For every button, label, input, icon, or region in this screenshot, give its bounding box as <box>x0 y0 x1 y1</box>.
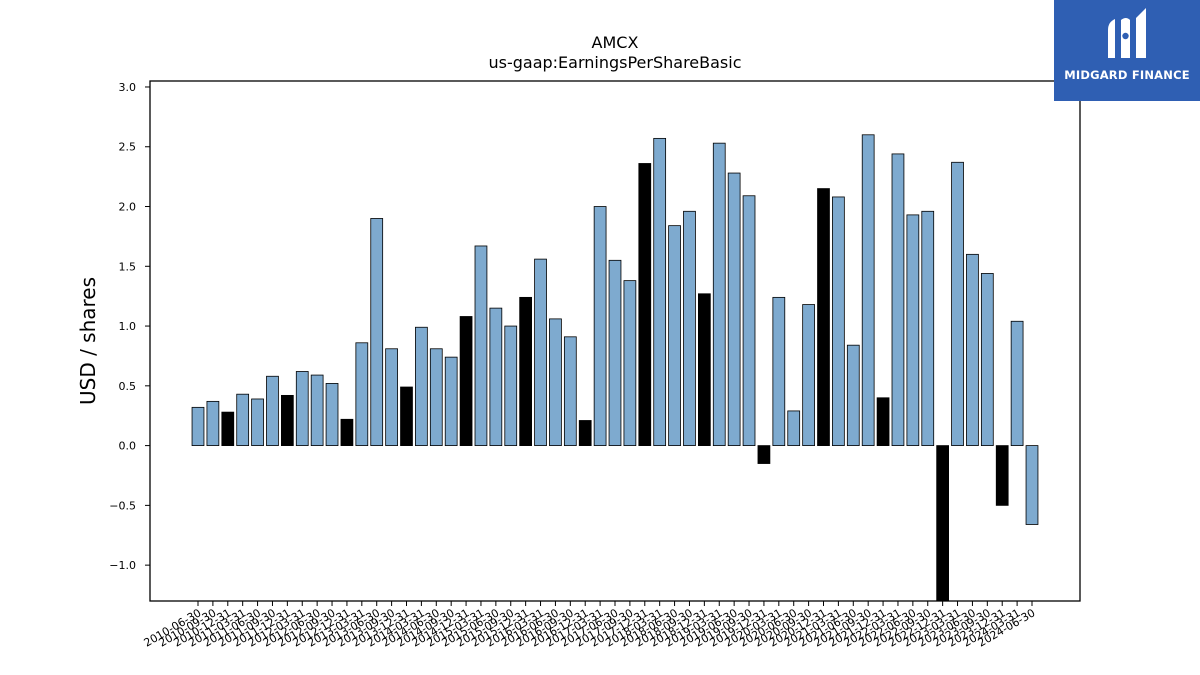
bar <box>906 214 920 446</box>
y-tick-label: −0.5 <box>109 499 136 512</box>
bar <box>638 163 652 446</box>
bar <box>266 375 279 446</box>
bar <box>623 280 637 446</box>
bar <box>727 172 741 446</box>
bar <box>1010 320 1024 446</box>
bar <box>921 210 935 446</box>
logo-text: MIDGARD FINANCE <box>1064 68 1190 82</box>
bar <box>772 296 786 446</box>
bar <box>846 344 860 446</box>
bar <box>966 253 979 446</box>
bar <box>415 326 428 446</box>
bar <box>474 245 488 446</box>
bar <box>668 225 681 446</box>
chart-subtitle: us-gaap:EarningsPerShareBasic <box>488 53 741 72</box>
bar <box>504 325 518 446</box>
y-tick-label: 1.5 <box>119 260 137 273</box>
bar <box>400 386 413 446</box>
bar <box>459 316 473 446</box>
bar <box>951 161 964 446</box>
bar <box>787 410 801 446</box>
bar <box>832 196 845 446</box>
bar <box>608 259 622 446</box>
y-tick-label: 0.0 <box>119 440 137 453</box>
bar <box>876 397 890 446</box>
midgard-logo-icon <box>1108 8 1146 58</box>
bar <box>370 218 384 446</box>
bar <box>980 273 994 446</box>
bar <box>817 188 830 446</box>
bar <box>191 406 205 446</box>
bar <box>757 445 771 464</box>
bar <box>206 400 220 446</box>
bar <box>653 137 667 446</box>
chart-title: AMCX <box>592 33 639 52</box>
y-tick-label: 2.0 <box>119 201 137 214</box>
bar <box>563 336 577 446</box>
bar <box>861 134 875 446</box>
bar <box>578 420 592 446</box>
bar <box>355 342 369 446</box>
y-tick-label: 1.0 <box>119 320 137 333</box>
bar <box>593 206 607 446</box>
y-tick-label: 3.0 <box>119 81 137 94</box>
bar <box>251 398 264 446</box>
bar <box>295 371 309 446</box>
bar <box>712 142 726 446</box>
bar <box>936 445 950 602</box>
bar <box>683 210 696 446</box>
bar <box>325 383 339 446</box>
bar <box>340 418 354 446</box>
y-tick-label: 0.5 <box>119 380 137 393</box>
y-tick-label: −1.0 <box>109 559 136 572</box>
bar <box>310 374 324 446</box>
bar <box>236 393 250 446</box>
plot-area: −1.0−0.50.00.51.01.52.02.53.02010-06-302… <box>109 81 1039 650</box>
bar <box>519 296 533 446</box>
bar <box>385 348 398 446</box>
bar <box>698 293 711 446</box>
bar <box>429 348 443 446</box>
bar <box>444 356 458 446</box>
bar <box>742 195 756 446</box>
bar <box>995 445 1009 506</box>
y-tick-label: 2.5 <box>119 141 137 154</box>
bar <box>1025 445 1039 525</box>
y-axis-label: USD / shares <box>76 277 100 405</box>
bar <box>891 153 905 446</box>
bar <box>280 394 294 446</box>
bar <box>489 307 503 446</box>
bar <box>549 318 562 446</box>
bar <box>534 258 547 446</box>
midgard-finance-logo: MIDGARD FINANCE <box>1054 0 1200 101</box>
plot-frame <box>149 80 1081 602</box>
bar <box>802 304 815 446</box>
bar <box>221 411 235 446</box>
